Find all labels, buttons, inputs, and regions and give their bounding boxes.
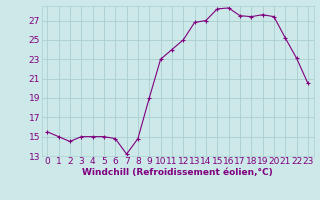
X-axis label: Windchill (Refroidissement éolien,°C): Windchill (Refroidissement éolien,°C) — [82, 168, 273, 177]
